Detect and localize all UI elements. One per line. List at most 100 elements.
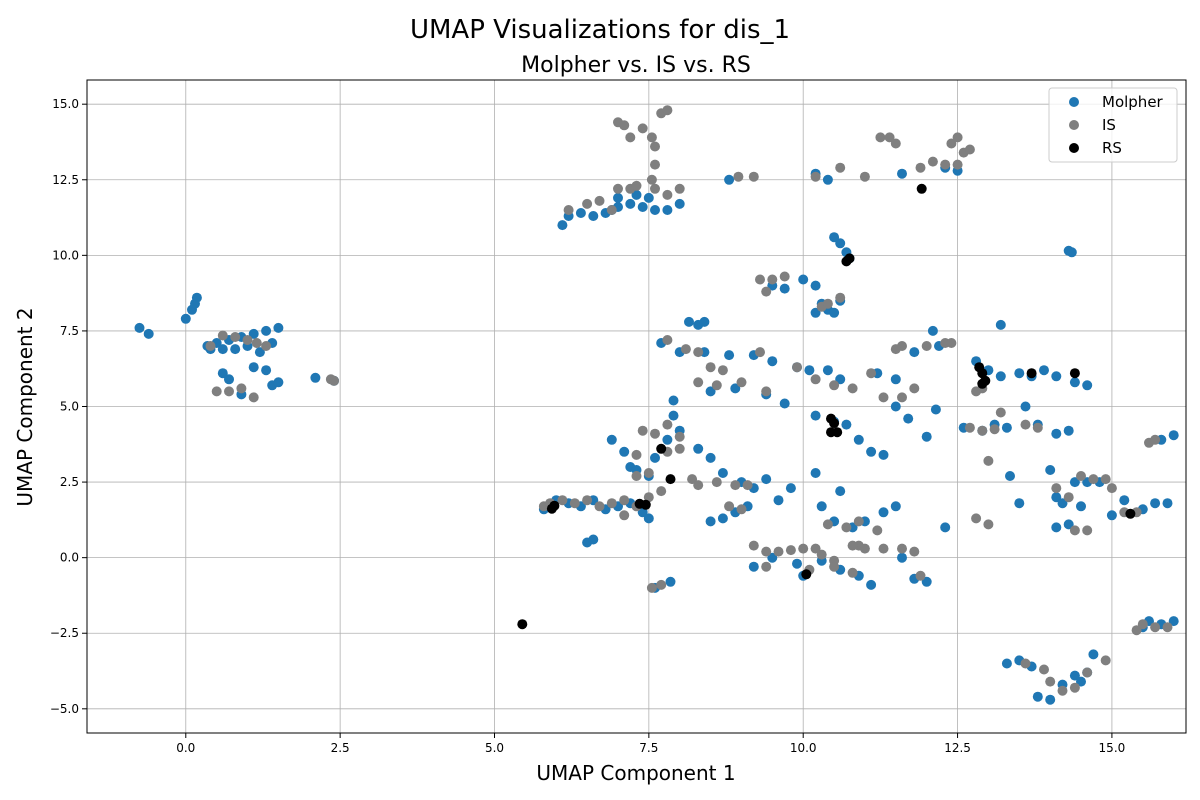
point-rs [656, 443, 667, 454]
point-is [835, 162, 846, 173]
point-is [680, 344, 691, 355]
point-molpher [1039, 365, 1049, 376]
point-molpher [575, 208, 586, 218]
point-molpher [930, 404, 941, 415]
legend: Molpher IS RS [1048, 87, 1178, 163]
point-is [841, 522, 852, 533]
y-tick-label: 15.0 [52, 97, 79, 111]
point-molpher [810, 280, 821, 291]
point-molpher [835, 374, 846, 385]
point-molpher [878, 449, 889, 460]
point-molpher [261, 365, 272, 376]
point-is [582, 495, 593, 506]
point-is [847, 567, 858, 578]
point-is [909, 546, 920, 557]
point-molpher [1168, 430, 1179, 441]
point-molpher [853, 434, 864, 445]
point-rs [829, 418, 840, 429]
point-is [631, 449, 642, 460]
chart-title: Molpher vs. IS vs. RS [521, 53, 751, 78]
point-is [674, 431, 685, 442]
y-tick-label: 2.5 [60, 475, 79, 489]
point-is [816, 549, 827, 560]
point-is [687, 474, 698, 485]
point-molpher [1051, 428, 1062, 439]
point-molpher [705, 516, 716, 527]
point-molpher [1162, 498, 1173, 509]
point-is [656, 486, 667, 497]
point-molpher [619, 446, 630, 457]
point-molpher [625, 198, 636, 209]
point-molpher [798, 274, 809, 285]
point-molpher [588, 211, 599, 221]
point-is [230, 332, 241, 342]
point-molpher [779, 283, 790, 294]
point-is [878, 392, 889, 403]
point-molpher [662, 205, 673, 215]
point-is [964, 144, 975, 155]
point-molpher [995, 319, 1006, 330]
point-molpher [841, 419, 852, 430]
point-molpher [835, 238, 846, 249]
point-is [650, 428, 660, 439]
point-is [1039, 664, 1049, 675]
point-molpher [606, 434, 617, 445]
point-is [810, 543, 821, 554]
point-molpher [643, 513, 654, 524]
point-is [606, 205, 617, 215]
point-molpher [730, 383, 741, 394]
point-is [631, 180, 642, 191]
point-molpher [1045, 465, 1056, 475]
point-molpher [637, 202, 648, 212]
point-is [755, 274, 765, 285]
point-molpher [699, 316, 710, 327]
point-is [662, 335, 673, 345]
point-molpher [1119, 495, 1130, 506]
point-molpher [230, 344, 241, 355]
point-molpher [921, 431, 932, 442]
point-molpher [650, 452, 660, 463]
point-rs [977, 378, 988, 389]
point-is [733, 171, 744, 182]
point-rs [640, 499, 651, 510]
point-molpher [217, 344, 228, 355]
x-tick-label: 5.0 [485, 741, 504, 755]
point-is [897, 543, 907, 554]
point-rs [832, 427, 843, 438]
y-tick-label: 7.5 [60, 324, 79, 338]
point-rs [801, 569, 812, 580]
point-rs [517, 619, 528, 630]
point-is [785, 545, 796, 556]
x-tick-label: 2.5 [331, 741, 350, 755]
point-molpher [1082, 380, 1093, 391]
point-molpher [1088, 649, 1099, 660]
point-molpher [1051, 492, 1062, 503]
point-molpher [1066, 247, 1077, 258]
point-is [989, 424, 1000, 435]
point-molpher [684, 316, 694, 327]
point-is [884, 132, 895, 143]
point-is [637, 425, 648, 436]
point-molpher [668, 395, 679, 406]
point-molpher [224, 374, 234, 385]
point-molpher [1076, 676, 1086, 687]
point-molpher [767, 552, 778, 563]
point-is [242, 335, 253, 345]
point-molpher [724, 174, 735, 185]
point-molpher [909, 347, 920, 358]
point-molpher [717, 468, 728, 478]
point-molpher [637, 507, 648, 518]
point-molpher [665, 576, 676, 587]
point-is [995, 407, 1006, 418]
point-is [1051, 483, 1062, 494]
point-is [829, 380, 840, 391]
point-is [1076, 471, 1086, 481]
point-is [619, 120, 630, 131]
point-is [847, 383, 858, 394]
point-is [1063, 492, 1074, 503]
point-molpher [1150, 498, 1161, 509]
point-molpher [1001, 422, 1012, 433]
point-is [927, 156, 938, 167]
point-is [613, 183, 623, 194]
point-is [643, 492, 654, 503]
